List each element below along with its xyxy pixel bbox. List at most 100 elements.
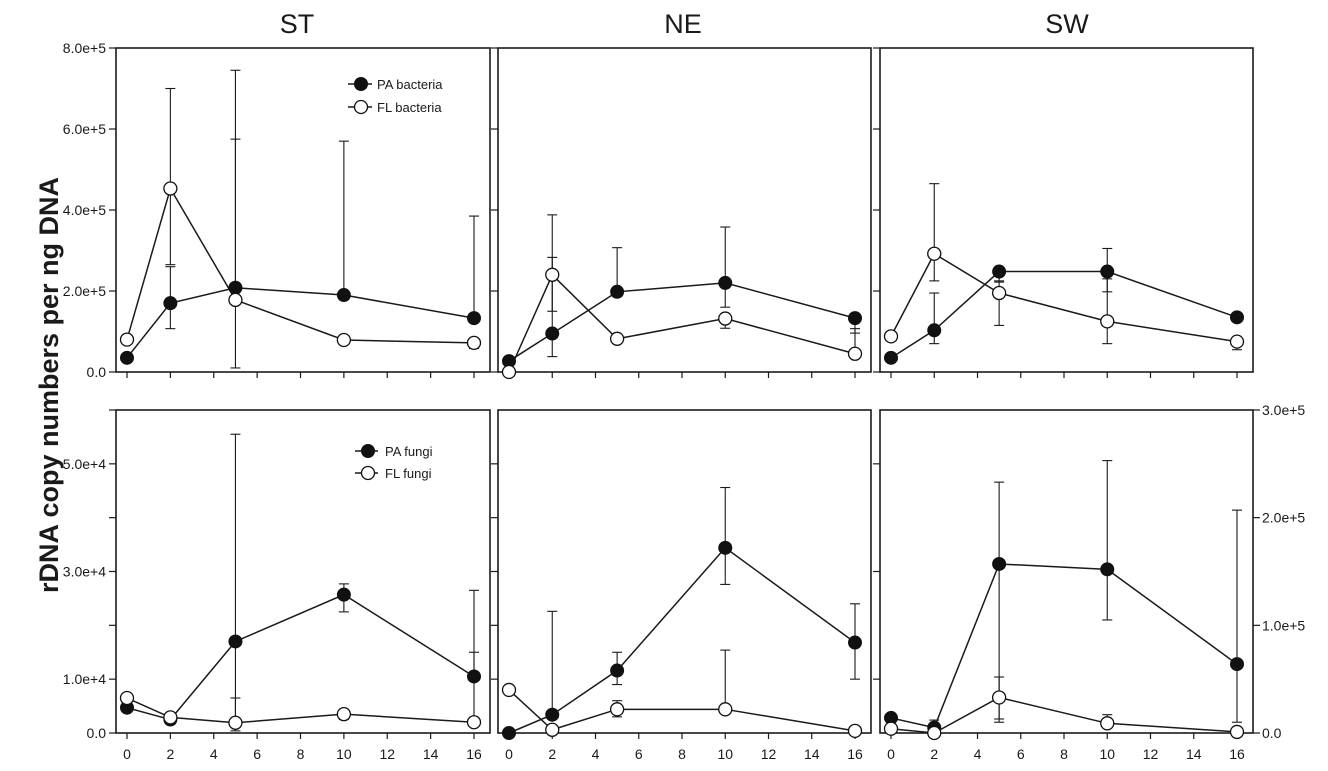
data-point-pa-bacteria	[1100, 264, 1115, 279]
panel-sw-bacteria	[873, 47, 1254, 378]
x-tick-label: 14	[1186, 746, 1202, 762]
legend-marker-pa-fungi	[361, 444, 375, 458]
y-tick-label: 2.0e+5	[1262, 510, 1305, 526]
x-tick-label: 12	[761, 746, 777, 762]
panel-st-bacteria: 0.0 2.0e+5 4.0e+5 6.0e+5 8.0e+5	[63, 40, 491, 380]
data-point-fl-bacteria	[927, 246, 942, 261]
data-point-pa-bacteria	[610, 284, 625, 299]
x-tick-label: 2	[548, 746, 556, 762]
series-line-pa-fungi	[126, 593, 475, 721]
series-line-fl-fungi	[890, 696, 1238, 734]
data-point-fl-bacteria	[847, 346, 863, 361]
series-line-fl-fungi	[126, 697, 475, 724]
data-point-fl-bacteria	[883, 329, 899, 344]
y-tick-label: 6.0e+5	[63, 121, 106, 137]
y-tick-label: 8.0e+5	[63, 40, 106, 56]
data-point-pa-bacteria	[336, 288, 351, 303]
data-point-pa-fungi	[992, 556, 1007, 571]
x-tick-label: 0	[505, 746, 513, 762]
data-point-fl-bacteria	[1229, 334, 1245, 349]
legend-marker-fl-fungi	[360, 465, 376, 481]
series-line-fl-bacteria	[508, 273, 856, 373]
data-point-pa-fungi	[336, 587, 351, 602]
legend-label-fl-bacteria: FL bacteria	[377, 100, 442, 115]
data-point-fl-fungi	[501, 682, 517, 698]
data-point-pa-fungi	[1100, 562, 1115, 577]
x-tick-label: 8	[678, 746, 686, 762]
data-point-pa-bacteria	[228, 280, 243, 295]
data-point-pa-bacteria	[992, 264, 1007, 279]
data-point-fl-fungi	[228, 715, 243, 730]
data-point-fl-bacteria	[718, 311, 733, 326]
data-point-pa-bacteria	[927, 323, 942, 338]
panel-ne-fungi: 0 2 4 6 8 10 12 14 16	[491, 409, 872, 762]
plot-frame	[115, 47, 491, 373]
x-tick-label: 4	[210, 746, 218, 762]
data-point-fl-fungi	[847, 723, 863, 738]
legend-bacteria: PA bacteria FL bacteria	[348, 77, 443, 115]
data-point-pa-fungi	[718, 540, 733, 555]
x-tick-label: 12	[1143, 746, 1159, 762]
data-point-pa-bacteria	[718, 275, 733, 290]
panel-sw-fungi: 0 2 4 6 8 10 12 14 16 0.0 1.0e+5 2.0e+5 3.0e+5	[873, 402, 1305, 762]
y-tick-label: 0.0	[87, 725, 107, 741]
series-line-pa-bacteria	[890, 270, 1238, 359]
series-line-pa-fungi	[508, 546, 856, 734]
data-point-fl-fungi	[466, 715, 482, 730]
data-point-fl-fungi	[545, 722, 560, 737]
data-point-fl-fungi	[609, 702, 625, 717]
data-point-fl-bacteria	[119, 332, 135, 347]
y-tick-label: 1.0e+5	[1262, 617, 1305, 633]
data-point-pa-fungi	[1230, 657, 1244, 672]
data-point-pa-fungi	[228, 634, 243, 649]
x-tick-label: 14	[804, 746, 820, 762]
data-point-fl-fungi	[163, 710, 178, 725]
y-tick-label: 3.0e+5	[1262, 402, 1305, 418]
legend-label-pa-bacteria: PA bacteria	[377, 77, 443, 92]
data-point-fl-fungi	[718, 702, 733, 717]
data-point-fl-bacteria	[1100, 314, 1115, 329]
y-tick-label: 4.0e+5	[63, 202, 106, 218]
x-tick-label: 6	[253, 746, 261, 762]
data-point-fl-bacteria	[336, 332, 352, 348]
series-line-pa-bacteria	[126, 287, 475, 359]
plot-frame	[879, 409, 1254, 734]
x-tick-label: 6	[635, 746, 643, 762]
x-tick-label: 2	[930, 746, 938, 762]
legend-label-pa-fungi: PA fungi	[385, 444, 433, 459]
legend-fungi: PA fungi FL fungi	[355, 444, 433, 481]
plot-frame	[497, 409, 872, 734]
panel-st-fungi: 0 2 4 6 8 10 12 14 16 0.0 1.0e+4 3.0e+4 5.0e+4	[63, 409, 491, 762]
data-point-pa-bacteria	[1230, 310, 1244, 325]
data-point-pa-fungi	[467, 669, 481, 684]
data-point-fl-fungi	[1100, 716, 1115, 731]
data-point-pa-bacteria	[884, 350, 898, 365]
data-point-pa-fungi	[545, 707, 560, 722]
x-tick-label: 16	[847, 746, 863, 762]
data-point-fl-fungi	[119, 690, 135, 706]
x-tick-label: 14	[423, 746, 439, 762]
data-point-pa-bacteria	[467, 311, 481, 326]
y-tick-label: 2.0e+5	[63, 283, 106, 299]
x-tick-label: 4	[592, 746, 600, 762]
x-tick-label: 16	[1229, 746, 1245, 762]
x-tick-label: 4	[974, 746, 982, 762]
legend-marker-fl-bacteria	[353, 99, 369, 115]
x-tick-label: 0	[887, 746, 895, 762]
legend-label-fl-fungi: FL fungi	[385, 466, 432, 481]
x-tick-label: 0	[123, 746, 131, 762]
data-point-fl-bacteria	[163, 181, 178, 196]
panel-title-ne: NE	[664, 9, 702, 39]
series-line-pa-fungi	[890, 563, 1238, 729]
data-point-fl-bacteria	[466, 335, 482, 350]
y-tick-label: 0.0	[87, 364, 107, 380]
data-point-pa-bacteria	[545, 326, 560, 341]
data-point-fl-fungi	[927, 725, 942, 741]
x-tick-label: 10	[717, 746, 733, 762]
data-point-pa-fungi	[502, 726, 516, 740]
data-point-fl-fungi	[336, 707, 352, 722]
y-tick-label: 0.0	[1262, 725, 1282, 741]
x-tick-label: 16	[466, 746, 482, 762]
series-line-fl-fungi	[508, 689, 856, 732]
data-point-pa-bacteria	[848, 311, 862, 326]
